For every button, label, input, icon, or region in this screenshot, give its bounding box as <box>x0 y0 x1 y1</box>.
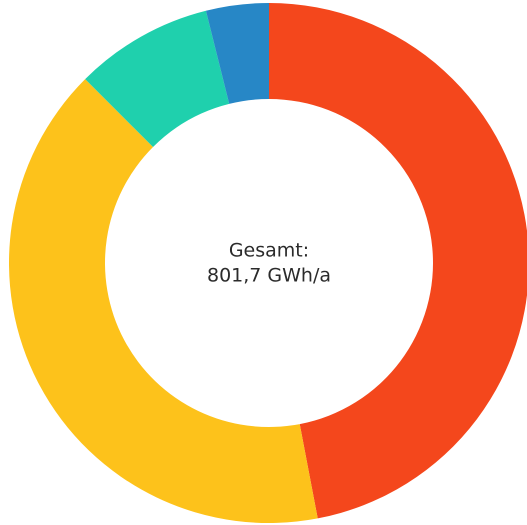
center-label: Gesamt: <box>229 240 309 262</box>
donut-segment <box>85 10 230 148</box>
donut-segment <box>8 79 318 524</box>
donut <box>8 3 527 524</box>
donut-segment <box>205 3 269 104</box>
center-label: 801,7 GWh/a <box>207 265 331 287</box>
donut-segment <box>269 3 527 519</box>
